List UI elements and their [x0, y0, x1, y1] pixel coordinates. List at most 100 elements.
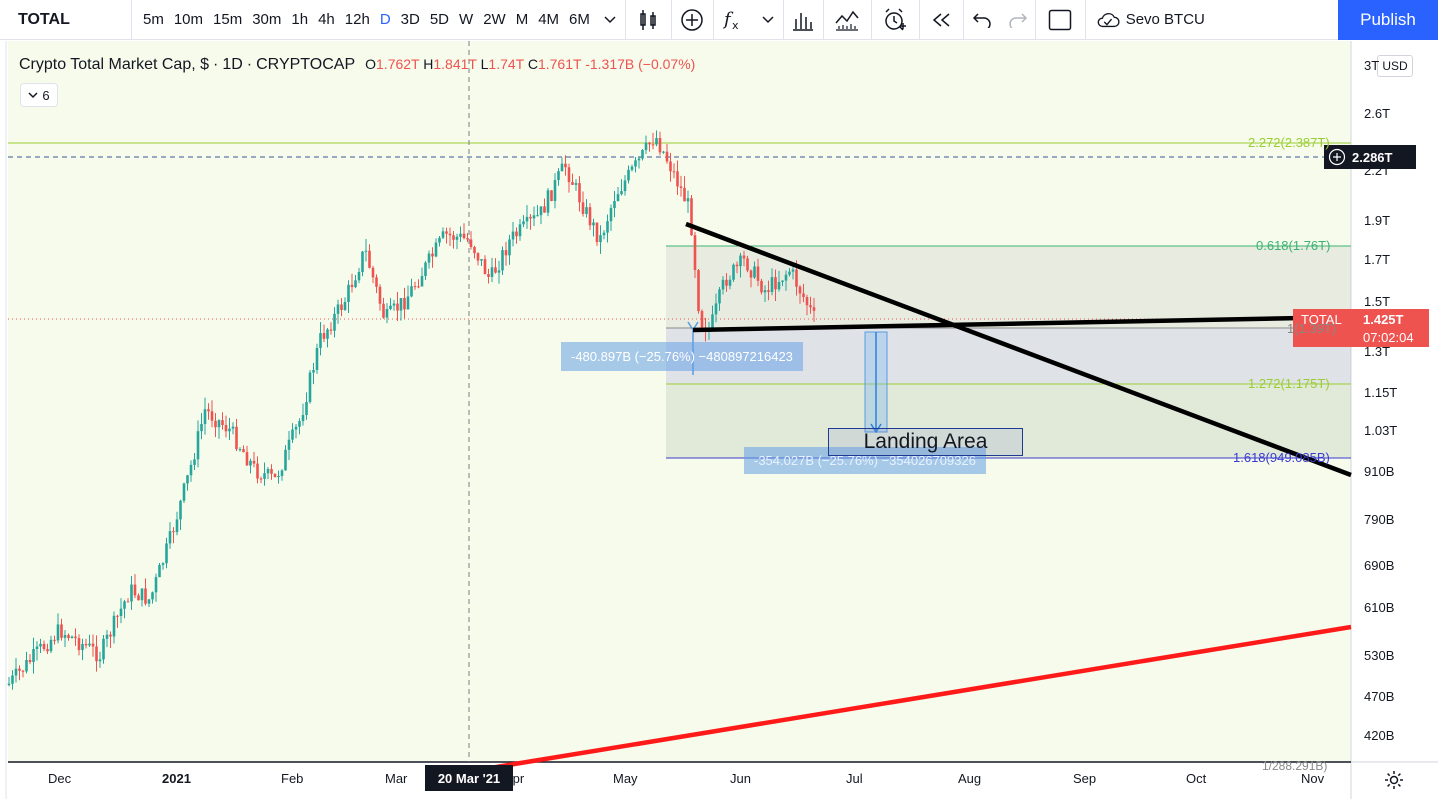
candle-body — [396, 303, 399, 311]
interval-D[interactable]: D — [379, 11, 391, 28]
candle-body — [144, 588, 147, 604]
candle-body — [42, 643, 46, 650]
candle-body — [557, 171, 560, 181]
candle-body — [770, 277, 774, 292]
candle-body — [109, 634, 112, 637]
candle-body — [728, 279, 732, 286]
interval-10m[interactable]: 10m — [173, 11, 204, 28]
landing-area-annotation[interactable]: Landing Area — [828, 428, 1023, 456]
candle-body — [357, 271, 361, 281]
currency-button[interactable]: USD — [1377, 55, 1413, 77]
measure-label-2[interactable]: -354.027B (−25.76%) −354026709326 — [744, 447, 986, 474]
alert-icon[interactable] — [870, 0, 919, 40]
interval-W[interactable]: W — [459, 11, 474, 28]
candle-body — [469, 239, 473, 248]
horizontal-support-line[interactable] — [692, 314, 1352, 333]
interval-30m[interactable]: 30m — [252, 11, 282, 28]
price-tick: 1.9T — [1364, 213, 1391, 228]
candle-body — [735, 264, 739, 267]
candle-body — [378, 286, 382, 304]
chart-area[interactable]: Crypto Total Market Cap, $ · 1D · CRYPTO… — [0, 41, 1438, 799]
close-value: 1.761T — [537, 56, 582, 72]
interval-6M[interactable]: 6M — [569, 11, 590, 28]
price-tick: 1.5T — [1364, 294, 1391, 309]
candles-icon[interactable] — [624, 0, 671, 40]
publish-button[interactable]: Publish — [1338, 0, 1438, 40]
candle-series — [7, 130, 816, 690]
interval-5D[interactable]: 5D — [429, 11, 450, 28]
high-label: H — [423, 56, 434, 72]
candle-body — [651, 144, 655, 146]
candle-body — [777, 281, 781, 290]
chart-pane — [8, 41, 1351, 761]
candle-body — [287, 439, 291, 450]
chart-canvas[interactable] — [0, 41, 1438, 799]
candle-body — [21, 670, 25, 672]
candle-body — [252, 460, 256, 464]
candle-body — [32, 649, 35, 663]
interval-4h[interactable]: 4h — [318, 11, 335, 28]
last-price-value: 1.425T — [1363, 312, 1404, 327]
candle-body — [410, 286, 413, 297]
candle-body — [354, 280, 357, 288]
time-tick: Jul — [846, 771, 863, 786]
interval-M[interactable]: M — [515, 11, 529, 28]
descending-trendline[interactable] — [685, 221, 1352, 478]
candle-body — [613, 201, 616, 209]
candle-body — [238, 449, 242, 451]
undo-icon[interactable] — [962, 0, 1001, 40]
candle-body — [371, 267, 375, 278]
interval-1h[interactable]: 1h — [291, 11, 309, 28]
candle-body — [137, 595, 140, 601]
time-tick: May — [613, 771, 638, 786]
save-layout-button[interactable]: Sevo BTCU — [1084, 0, 1205, 40]
interval-5m[interactable]: 5m — [143, 11, 164, 28]
symbol-search-button[interactable]: TOTAL — [0, 0, 132, 40]
chart-legend: Crypto Total Market Cap, $ · 1D · CRYPTO… — [19, 56, 695, 74]
add-compare-icon[interactable] — [670, 0, 713, 40]
candle-body — [298, 421, 301, 427]
legend-collapse-button[interactable]: 6 — [20, 83, 58, 107]
layout-icon[interactable] — [1034, 0, 1085, 40]
measure-label-1[interactable]: -480.897B (−25.76%) −480897216423 — [561, 342, 803, 371]
candle-body — [46, 649, 49, 652]
crosshair-price: 2.286T — [1352, 149, 1393, 165]
candle-body — [571, 182, 574, 185]
time-tick: 2021 — [162, 771, 191, 786]
candle-body — [518, 224, 522, 237]
candle-body — [270, 469, 273, 474]
candle-body — [567, 167, 571, 183]
candle-body — [543, 206, 546, 213]
add-alert-icon[interactable] — [1328, 148, 1346, 166]
replay-icon[interactable] — [918, 0, 963, 40]
financials-icon[interactable] — [782, 0, 823, 40]
redo-icon[interactable] — [1001, 0, 1035, 40]
candle-body — [763, 290, 767, 293]
chevron-down-icon[interactable] — [753, 0, 783, 40]
candle-body — [350, 284, 354, 288]
interval-3D[interactable]: 3D — [400, 11, 420, 28]
candle-body — [553, 180, 557, 201]
candle-body — [641, 150, 644, 159]
chevron-down-icon[interactable] — [595, 0, 625, 40]
interval-12h[interactable]: 12h — [344, 11, 370, 28]
time-tick: Jun — [730, 771, 751, 786]
interval-15m[interactable]: 15m — [213, 11, 243, 28]
candle-body — [77, 638, 81, 651]
candle-body — [382, 303, 385, 318]
candle-body — [665, 151, 669, 162]
candle-body — [620, 191, 623, 195]
candle-body — [392, 303, 396, 306]
candle-body — [564, 163, 567, 168]
templates-icon[interactable] — [822, 0, 871, 40]
candle-body — [459, 233, 462, 237]
candle-body — [623, 180, 627, 192]
fib-label-2272: 2.272(2.387T) — [1248, 135, 1330, 150]
candle-body — [56, 624, 60, 641]
interval-4M[interactable]: 4M — [538, 11, 560, 28]
gear-icon[interactable] — [1383, 769, 1405, 796]
interval-2W[interactable]: 2W — [483, 11, 506, 28]
measure-arrow-head — [870, 423, 882, 434]
ascending-support-line[interactable] — [477, 624, 1352, 773]
